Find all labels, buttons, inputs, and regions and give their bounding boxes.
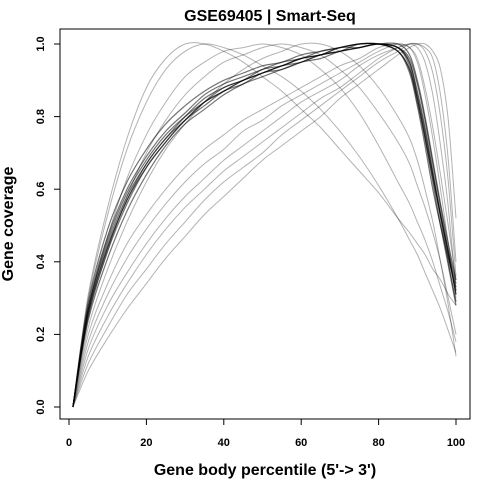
- x-tick-label: 0: [66, 437, 72, 449]
- x-tick-label: 80: [372, 437, 384, 449]
- coverage-line: [72, 42, 457, 408]
- x-tick-label: 40: [218, 437, 230, 449]
- y-tick-label: 0.0: [35, 399, 47, 414]
- coverage-line: [72, 43, 457, 408]
- x-tick-label: 20: [140, 437, 152, 449]
- coverage-line: [72, 42, 457, 408]
- coverage-line: [72, 42, 457, 408]
- coverage-line: [72, 43, 457, 408]
- coverage-line: [72, 42, 457, 408]
- coverage-line: [72, 43, 457, 408]
- chart-title: GSE69405 | Smart-Seq: [184, 8, 356, 25]
- coverage-line: [72, 43, 457, 408]
- coverage-line: [72, 43, 457, 408]
- coverage-line: [72, 42, 457, 408]
- y-axis: 0.0 0.2 0.4 0.6 0.8 1.0: [35, 36, 60, 415]
- coverage-line: [72, 43, 457, 408]
- x-tick-label: 60: [295, 437, 307, 449]
- coverage-line: [72, 43, 457, 408]
- coverage-line: [72, 42, 457, 408]
- coverage-line: [72, 42, 457, 408]
- coverage-line: [72, 43, 457, 408]
- coverage-curves: [72, 42, 457, 408]
- coverage-line: [72, 42, 457, 408]
- x-axis-label: Gene body percentile (5'-> 3'): [154, 462, 376, 479]
- y-tick-label: 0.6: [35, 182, 47, 197]
- coverage-line: [72, 42, 457, 408]
- coverage-line: [72, 42, 457, 408]
- y-tick-label: 0.8: [35, 109, 47, 124]
- x-axis: 0 20 40 60 80 100: [66, 419, 465, 449]
- y-tick-label: 1.0: [35, 36, 47, 51]
- y-tick-label: 0.4: [35, 253, 47, 269]
- coverage-line: [72, 43, 457, 408]
- x-tick-label: 100: [447, 437, 465, 449]
- plot-frame: [59, 28, 471, 420]
- y-tick-label: 0.2: [35, 327, 47, 342]
- y-axis-label: Gene coverage: [0, 167, 17, 282]
